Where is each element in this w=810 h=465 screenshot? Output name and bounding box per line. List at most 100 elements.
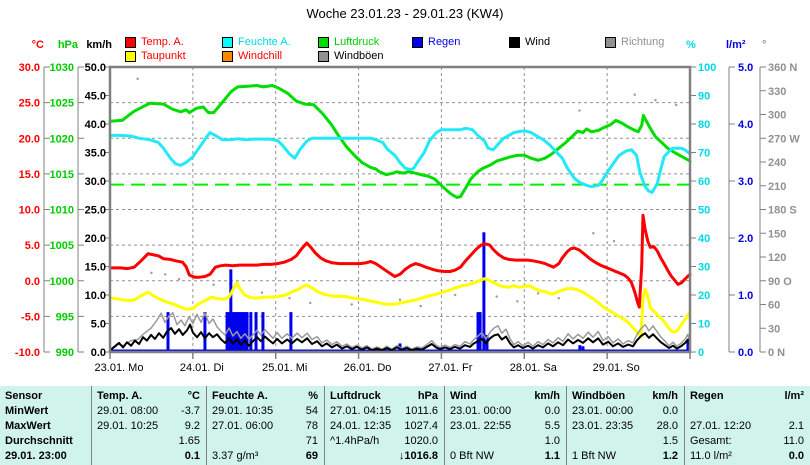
- table-row-maxwert: 27.01. 06:00 78: [207, 418, 324, 433]
- legend-label: Temp. A.: [141, 36, 184, 48]
- axis-tick-label: 300: [768, 110, 786, 122]
- legend-swatch: [318, 36, 329, 48]
- legend-item-luftdruck: Luftdruck: [318, 36, 379, 48]
- series-tempa: [108, 213, 692, 309]
- series-richtung-dot: [454, 293, 457, 297]
- axis-tick-label: 2.0: [738, 233, 753, 245]
- cell-value: 11.0: [783, 434, 804, 447]
- rain-bar: [239, 312, 243, 352]
- row-label: MaxWert: [5, 419, 51, 432]
- rain-bar: [476, 312, 480, 352]
- cell-timestamp: 23.01. 22:55: [450, 419, 512, 432]
- table-row-maxwert: 24.01. 12:35 1027.4: [325, 418, 444, 433]
- column-unit: km/h: [534, 389, 560, 402]
- cell-value: 78: [305, 419, 318, 432]
- axis-tick-label: 1030: [50, 62, 74, 74]
- table-row-durchschnitt: Gesamt: 11.0: [685, 433, 810, 448]
- rain-bar: [581, 346, 585, 352]
- rain-bar: [166, 312, 170, 352]
- column-name: Temp. A.: [97, 389, 143, 402]
- axis-tick-label: 80: [698, 119, 710, 131]
- table-header: Luftdruck hPa: [325, 388, 444, 403]
- rain-bar: [686, 340, 690, 352]
- axis-tick-label: 10.0: [85, 290, 106, 302]
- table-header: Temp. A. °C: [92, 388, 206, 403]
- axis-tick-label: 30: [768, 323, 780, 335]
- table-row-durchschnitt: 1.65: [92, 433, 206, 448]
- axis-tick-label: °: [762, 39, 766, 51]
- axis-tick-label: 10.0: [19, 205, 40, 217]
- axis-tick-label: 40: [698, 233, 710, 245]
- x-axis-day-label: 27.01. Fr: [428, 362, 472, 374]
- table-column-sensor: Sensor MinWert MaxWert Durchschnitt 29.01. 2…: [0, 386, 91, 465]
- column-unit: %: [308, 389, 318, 402]
- table-row-durchschnitt: 1.5: [567, 433, 684, 448]
- table-row-minwert: [685, 403, 810, 418]
- series-richtung-dot: [557, 296, 561, 300]
- axis-tick-label: 210: [768, 181, 786, 193]
- legend-label: Luftdruck: [334, 36, 380, 48]
- series-richtung-dot: [578, 109, 581, 112]
- axis-tick-label: -5.0: [21, 311, 40, 323]
- cell-timestamp: Gesamt:: [690, 434, 732, 447]
- rain-bar: [229, 269, 233, 352]
- series-richtung-dot: [288, 296, 291, 300]
- axis-tick-label: 20: [698, 290, 710, 302]
- axis-tick-label: 30.0: [85, 176, 106, 188]
- series-richtung-dot: [536, 292, 540, 295]
- axis-tick-label: l/m²: [726, 39, 746, 51]
- column-name: Feuchte A.: [212, 389, 268, 402]
- table-row-minwert: 23.01. 00:00 0.0: [567, 403, 684, 418]
- rain-bar: [231, 312, 235, 352]
- axis-tick-label: 4.0: [738, 119, 753, 131]
- table-header: Windböen km/h: [567, 388, 684, 403]
- axis-tick-label: 0.0: [738, 347, 753, 359]
- column-name: Windböen: [572, 389, 626, 402]
- table-row-maxwert: 23.01. 23:35 28.0: [567, 418, 684, 433]
- table-row-maxwert: MaxWert: [0, 418, 91, 433]
- series-richtung-dot: [419, 304, 422, 308]
- axis-tick-label: 30: [698, 262, 710, 274]
- legend-swatch: [222, 50, 233, 62]
- axis-tick-label: km/h: [86, 39, 112, 51]
- legend-item-taupunkt: Taupunkt: [125, 50, 186, 62]
- series-windben: [109, 311, 691, 351]
- legend-item-feuchtea: Feuchte A.: [222, 36, 291, 48]
- legend-label: Richtung: [621, 36, 665, 48]
- column-unit: l/m²: [784, 389, 804, 402]
- series-wind: [109, 323, 691, 352]
- series-richtung-dot: [150, 271, 153, 275]
- table-header: Wind km/h: [445, 388, 566, 403]
- legend-swatch: [222, 36, 233, 48]
- axis-tick-label: 1.0: [738, 290, 753, 302]
- table-row-maxwert: 23.01. 22:55 5.5: [445, 418, 566, 433]
- axis-tick-label: 0: [698, 347, 704, 359]
- axis-tick-label: 0 N: [768, 347, 785, 359]
- table-row-durchschnitt: ^1.4hPa/h 1020.0: [325, 433, 444, 448]
- cell-timestamp: 23.01. 00:00: [572, 404, 634, 417]
- rain-bar: [203, 312, 207, 352]
- x-axis-day-label: 25.01. Mi: [262, 362, 307, 374]
- axis-tick-label: 15.0: [19, 169, 40, 181]
- axis-tick-label: 3.0: [738, 176, 753, 188]
- rain-bar: [237, 312, 241, 352]
- column-name: Wind: [450, 389, 477, 402]
- axis-tick-label: 120: [768, 252, 786, 264]
- axis-tick-label: 1025: [50, 98, 74, 110]
- axis-tick-label: 1005: [50, 240, 74, 252]
- cell-timestamp: 11.0 l/m²: [690, 449, 732, 462]
- cell-value: 1.2: [662, 449, 678, 462]
- table-row-29012300: 3.37 g/m³ 69: [207, 448, 324, 463]
- cell-value: 1.0: [544, 434, 560, 447]
- table-header: Sensor: [0, 388, 91, 403]
- legend-row-1: Temp. A. Feuchte A. Luftdruck Regen Wind Rich…: [0, 36, 810, 49]
- table-row-29012300: 0 Bft NW 1.1: [445, 448, 566, 463]
- table-row-minwert: 29.01. 08:00 -3.7: [92, 403, 206, 418]
- row-label: Durchschnitt: [5, 434, 73, 447]
- rain-bar: [482, 232, 486, 352]
- axis-tick-label: 60: [768, 300, 780, 312]
- table-row-29012300: 1 Bft NW 1.2: [567, 448, 684, 463]
- series-richtung-dot: [136, 77, 139, 81]
- table-column-wind: Wind km/h 23.01. 00:00 0.0 23.01. 22:55 5.5 1.…: [444, 386, 566, 465]
- legend-label: Taupunkt: [141, 50, 186, 62]
